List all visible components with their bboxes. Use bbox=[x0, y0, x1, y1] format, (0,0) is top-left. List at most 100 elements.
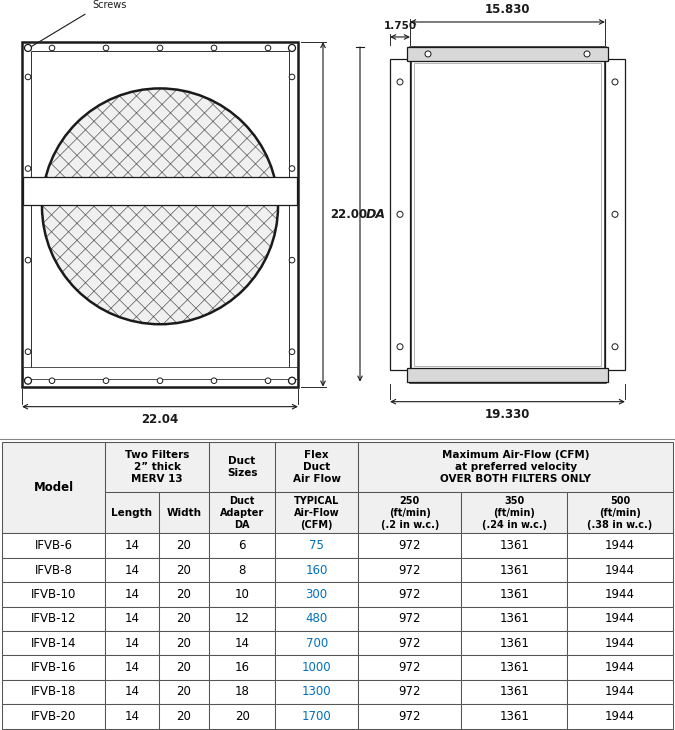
Bar bbox=[105, 558, 159, 583]
Bar bbox=[22, 42, 298, 387]
Text: 15.830: 15.830 bbox=[485, 3, 531, 16]
Text: IFVB-18: IFVB-18 bbox=[31, 685, 76, 699]
Text: 972: 972 bbox=[398, 539, 421, 552]
Bar bbox=[105, 492, 159, 534]
Bar bbox=[209, 442, 275, 492]
Text: 1944: 1944 bbox=[605, 661, 635, 674]
Circle shape bbox=[289, 349, 295, 355]
Text: 972: 972 bbox=[398, 661, 421, 674]
Bar bbox=[605, 59, 625, 369]
Circle shape bbox=[397, 211, 403, 218]
Bar bbox=[159, 704, 209, 729]
Bar bbox=[567, 583, 673, 607]
Text: 20: 20 bbox=[235, 710, 250, 723]
Bar bbox=[358, 631, 461, 656]
Circle shape bbox=[425, 51, 431, 57]
Text: 972: 972 bbox=[398, 710, 421, 723]
Text: 1361: 1361 bbox=[500, 710, 529, 723]
Text: 1361: 1361 bbox=[500, 588, 529, 601]
Text: TYPICAL
Air-Flow
(CFM): TYPICAL Air-Flow (CFM) bbox=[294, 496, 340, 530]
Bar bbox=[358, 680, 461, 704]
Bar bbox=[275, 680, 358, 704]
Text: 20: 20 bbox=[176, 539, 192, 552]
Text: Maximum Air-Flow (CFM)
at preferred velocity
OVER BOTH FILTERS ONLY: Maximum Air-Flow (CFM) at preferred velo… bbox=[440, 450, 591, 484]
Bar bbox=[358, 656, 461, 680]
Text: IFVB-16: IFVB-16 bbox=[31, 661, 76, 674]
Circle shape bbox=[612, 211, 618, 218]
Bar bbox=[461, 680, 567, 704]
Text: 1944: 1944 bbox=[605, 588, 635, 601]
Circle shape bbox=[103, 45, 109, 51]
Circle shape bbox=[157, 45, 163, 51]
Bar bbox=[105, 680, 159, 704]
Text: 1361: 1361 bbox=[500, 637, 529, 650]
Circle shape bbox=[157, 378, 163, 383]
Text: 14: 14 bbox=[124, 539, 139, 552]
Text: 20: 20 bbox=[176, 661, 192, 674]
Bar bbox=[209, 492, 275, 534]
Bar bbox=[23, 366, 297, 379]
Bar bbox=[209, 656, 275, 680]
Bar bbox=[567, 492, 673, 534]
Text: 22.00: 22.00 bbox=[330, 208, 367, 221]
Circle shape bbox=[24, 45, 32, 51]
Text: Duct
Sizes: Duct Sizes bbox=[227, 456, 257, 477]
Bar bbox=[2, 442, 105, 534]
Bar bbox=[567, 656, 673, 680]
Bar bbox=[567, 534, 673, 558]
Text: 972: 972 bbox=[398, 685, 421, 699]
Text: IFVB-6: IFVB-6 bbox=[34, 539, 72, 552]
Text: 1944: 1944 bbox=[605, 612, 635, 626]
Text: IFVB-20: IFVB-20 bbox=[31, 710, 76, 723]
Bar bbox=[275, 442, 358, 492]
Bar bbox=[159, 492, 209, 534]
Text: 972: 972 bbox=[398, 564, 421, 577]
Text: Width: Width bbox=[167, 507, 201, 518]
Text: Two Filters
2” thick
MERV 13: Two Filters 2” thick MERV 13 bbox=[125, 450, 189, 484]
Bar bbox=[23, 177, 297, 205]
Circle shape bbox=[265, 378, 271, 383]
Bar bbox=[105, 442, 209, 492]
Bar bbox=[461, 583, 567, 607]
Text: Duct
Adapter
DA: Duct Adapter DA bbox=[220, 496, 264, 530]
Text: Flex
Duct
Air Flow: Flex Duct Air Flow bbox=[293, 450, 341, 484]
Text: 1944: 1944 bbox=[605, 539, 635, 552]
Bar bbox=[2, 631, 105, 656]
Bar bbox=[159, 680, 209, 704]
Text: IFVB-14: IFVB-14 bbox=[31, 637, 76, 650]
Bar bbox=[209, 607, 275, 631]
Bar bbox=[414, 63, 601, 366]
Bar bbox=[358, 583, 461, 607]
Bar bbox=[407, 368, 608, 382]
Circle shape bbox=[25, 74, 31, 80]
Bar bbox=[358, 534, 461, 558]
Circle shape bbox=[25, 258, 31, 263]
Circle shape bbox=[49, 45, 55, 51]
Bar bbox=[209, 583, 275, 607]
Bar bbox=[2, 583, 105, 607]
Text: IFVB-12: IFVB-12 bbox=[31, 612, 76, 626]
Text: 972: 972 bbox=[398, 612, 421, 626]
Bar bbox=[275, 704, 358, 729]
Text: 250
(ft/min)
(.2 in w.c.): 250 (ft/min) (.2 in w.c.) bbox=[381, 496, 439, 530]
Circle shape bbox=[397, 79, 403, 85]
Text: 20: 20 bbox=[176, 612, 192, 626]
Bar bbox=[2, 607, 105, 631]
Text: 18: 18 bbox=[235, 685, 250, 699]
Circle shape bbox=[289, 166, 295, 172]
Bar bbox=[105, 656, 159, 680]
Bar bbox=[2, 558, 105, 583]
Bar bbox=[410, 47, 605, 382]
Text: 19.330: 19.330 bbox=[485, 407, 530, 420]
Circle shape bbox=[25, 349, 31, 355]
Bar bbox=[31, 51, 289, 377]
Text: 1.750: 1.750 bbox=[383, 21, 416, 31]
Bar bbox=[358, 558, 461, 583]
Circle shape bbox=[211, 45, 217, 51]
Text: 8: 8 bbox=[238, 564, 246, 577]
Bar bbox=[159, 558, 209, 583]
Text: 14: 14 bbox=[124, 710, 139, 723]
Text: 22.04: 22.04 bbox=[141, 412, 179, 426]
Bar bbox=[358, 704, 461, 729]
Bar bbox=[461, 558, 567, 583]
